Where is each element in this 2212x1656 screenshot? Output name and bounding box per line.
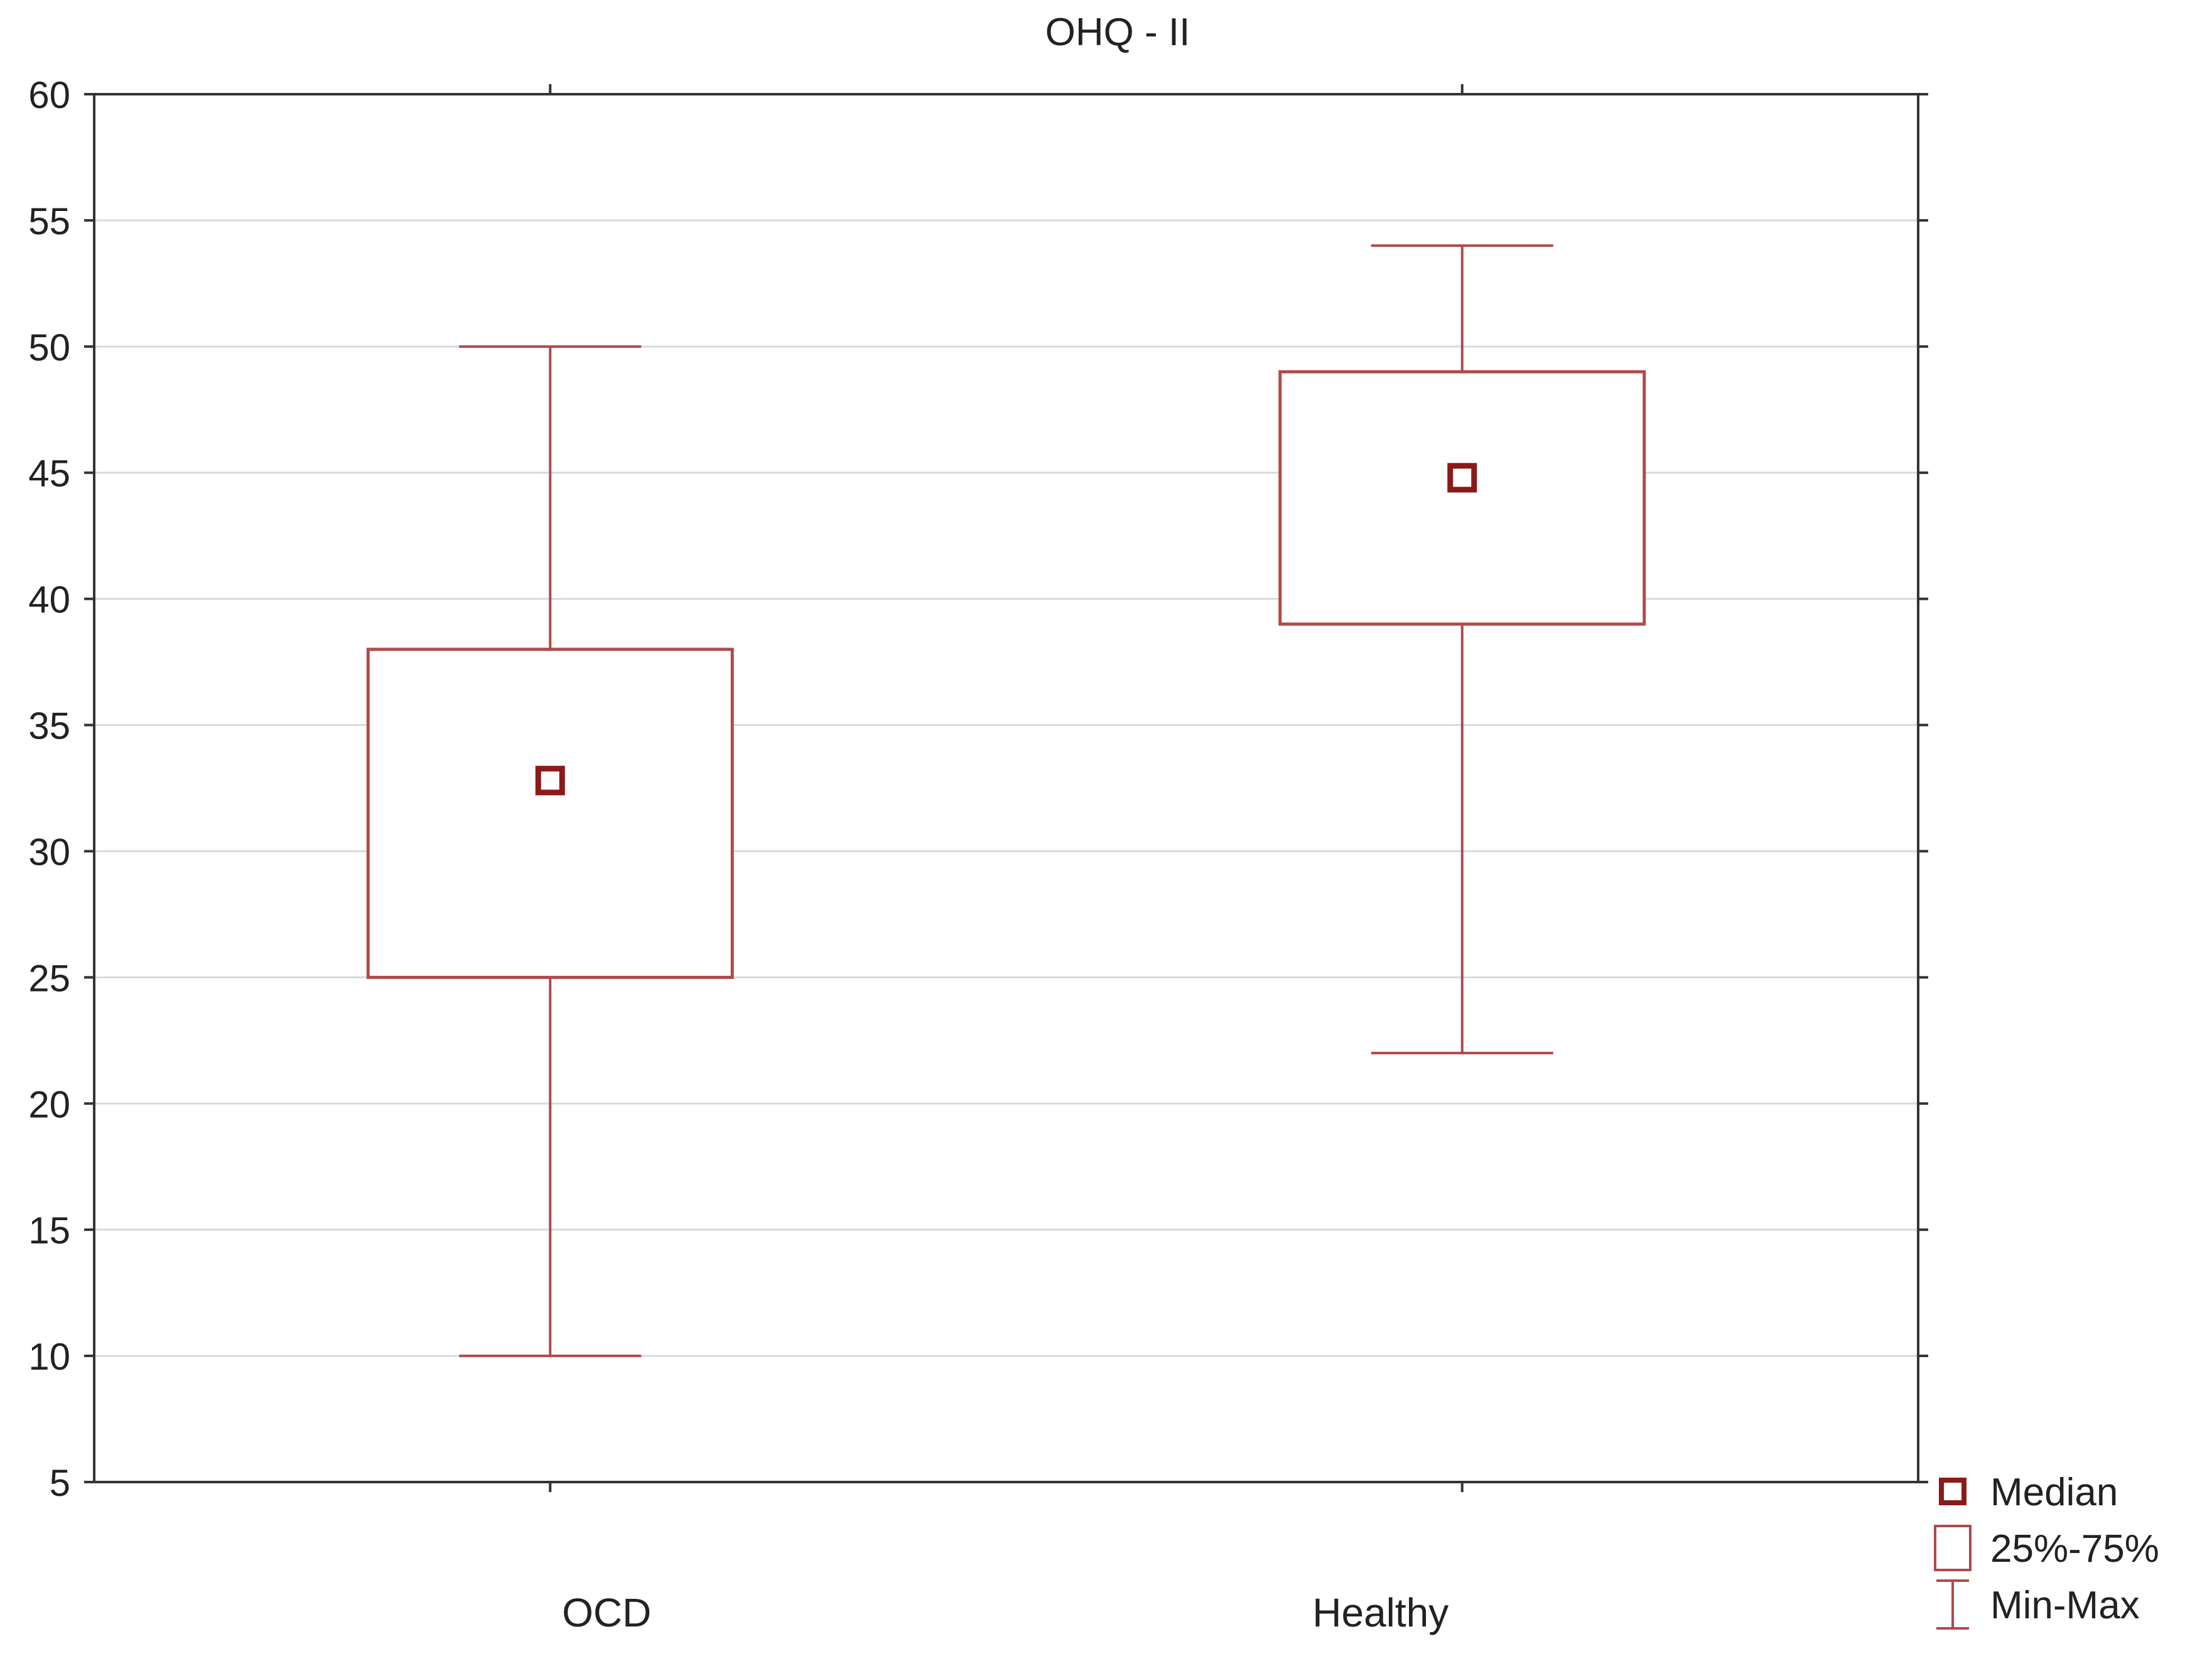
box-group-ocd <box>366 345 734 1358</box>
y-tick-label: 25 <box>28 957 70 999</box>
y-tick-label: 10 <box>28 1336 70 1378</box>
legend-median-icon <box>1939 1478 1967 1505</box>
median-marker <box>535 766 565 796</box>
x-tick-label: Healthy <box>1312 1590 1449 1635</box>
y-axis-ticks: 5 10 15 20 25 30 35 40 45 50 55 60 <box>28 74 1928 1504</box>
y-tick-label: 5 <box>50 1462 70 1504</box>
y-tick-label: 45 <box>28 453 70 495</box>
x-tick-label: OCD <box>562 1590 651 1635</box>
legend-item-box: 25%-75% <box>1934 1525 2159 1571</box>
chart-title: OHQ - II <box>1045 11 1190 54</box>
x-axis-ticks: OCD Healthy <box>549 84 1464 1635</box>
legend-item-median-marker: Median <box>1939 1471 2118 1514</box>
box-group-healthy <box>1278 244 1646 1054</box>
iqr-box <box>366 647 734 979</box>
legend-label: Median <box>1990 1471 2118 1514</box>
iqr-box <box>1278 370 1646 626</box>
y-tick-label: 60 <box>28 74 70 116</box>
median-marker <box>1447 463 1477 493</box>
legend-box-icon <box>1934 1525 1972 1571</box>
y-tick-label: 20 <box>28 1083 70 1125</box>
legend-label: Min-Max <box>1990 1584 2140 1627</box>
legend: Median 25%-75% Min-Max <box>1934 1471 2159 1630</box>
y-tick-label: 30 <box>28 831 70 873</box>
legend-item-whisker: Min-Max <box>1936 1579 2140 1630</box>
legend-label: 25%-75% <box>1990 1527 2159 1571</box>
y-tick-label: 40 <box>28 579 70 621</box>
y-tick-label: 15 <box>28 1210 70 1252</box>
y-tick-label: 55 <box>28 200 70 242</box>
y-tick-label: 50 <box>28 327 70 369</box>
box-plots <box>366 244 1646 1358</box>
y-tick-label: 35 <box>28 705 70 747</box>
plot-frame <box>93 93 1919 1483</box>
